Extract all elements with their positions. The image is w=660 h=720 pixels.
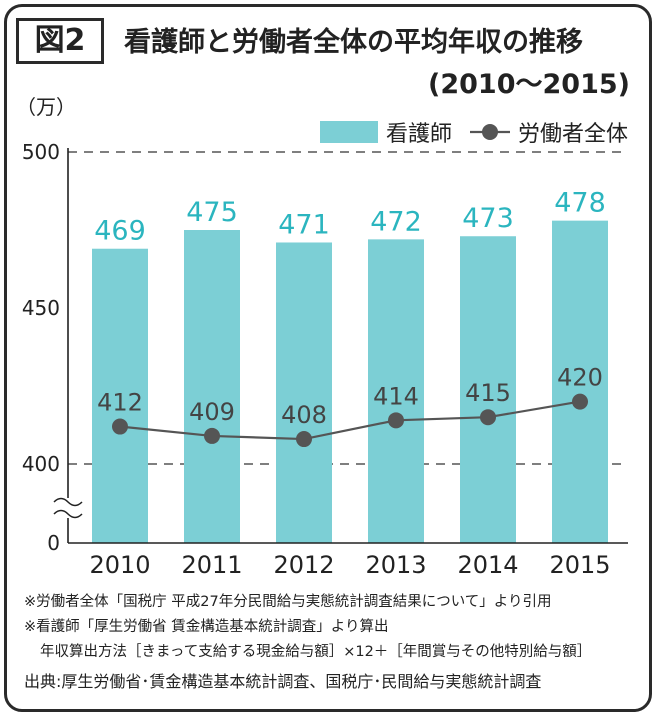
tick-labels: 500 450 400 0 2010 2011 2012 2013 2014 2015	[22, 140, 611, 579]
data-point	[572, 393, 588, 410]
line-series	[112, 393, 588, 448]
data-point	[388, 412, 404, 429]
y-tick-label: 450	[22, 296, 60, 320]
line-value-label: 409	[189, 398, 235, 426]
y-tick-label: 400	[22, 452, 60, 476]
line-value-label: 412	[97, 389, 143, 417]
axis-break-mark	[53, 509, 83, 519]
x-tick-label: 2013	[365, 551, 426, 579]
x-tick-label: 2011	[181, 551, 242, 579]
footnotes: ※労働者全体「国税庁 平成27年分民間給与実態統計調査結果について」より引用 ※…	[24, 590, 644, 697]
bar	[368, 239, 424, 544]
bar	[552, 220, 608, 543]
line-value-label: 414	[373, 382, 419, 410]
footnote: ※労働者全体「国税庁 平成27年分民間給与実態統計調査結果について」より引用	[24, 594, 552, 610]
x-tick-label: 2012	[273, 551, 334, 579]
y-tick-label: 0	[47, 531, 60, 555]
data-point	[112, 418, 128, 435]
line-value-label: 408	[281, 401, 327, 429]
x-tick-label: 2015	[549, 551, 610, 579]
legend-label: 看護師	[386, 122, 452, 147]
x-tick-label: 2014	[457, 551, 518, 579]
data-point	[296, 431, 312, 448]
bar-value-label: 475	[186, 197, 238, 228]
footnote: 年収算出方法［きまって支給する現金給与額］×12＋［年間賞与その他特別給与額］	[40, 644, 592, 660]
data-labels: 469 475 471 472 473 478 412 409 408 414 415 420	[94, 188, 606, 429]
bar-value-label: 473	[462, 203, 514, 234]
bar	[276, 242, 332, 544]
legend: 看護師 労働者全体	[320, 121, 628, 147]
bar-value-label: 471	[278, 209, 330, 240]
legend-label: 労働者全体	[518, 122, 628, 147]
bar-value-label: 472	[370, 206, 422, 237]
series-line	[119, 400, 581, 441]
legend-item: 労働者全体	[470, 122, 628, 147]
chart-canvas: （万） 看護師 労働者全体 469 475 471 472 473 478 412 409 408…	[16, 95, 628, 579]
line-value-label: 420	[557, 364, 603, 392]
axis-break-mark	[53, 497, 83, 507]
data-point	[480, 409, 496, 426]
legend-item: 看護師	[320, 121, 452, 147]
bar-series	[92, 220, 608, 544]
chart-title: 看護師と労働者全体の平均年収の推移	[124, 27, 583, 58]
legend-marker	[482, 124, 498, 140]
bar-value-label: 478	[554, 188, 606, 219]
bar	[184, 230, 240, 543]
source-note: 出典:厚生労働省･賃金構造基本統計調査、国税庁･民間給与実態統計調査	[24, 672, 542, 691]
gridlines	[68, 151, 628, 465]
axes	[53, 148, 628, 544]
legend-swatch	[320, 121, 378, 143]
footnote: ※看護師「厚生労働省 賃金構造基本統計調査」より算出	[24, 619, 389, 635]
data-point	[204, 427, 220, 444]
x-tick-label: 2010	[89, 551, 150, 579]
axis-break	[53, 497, 83, 519]
y-unit-label: （万）	[16, 95, 76, 119]
bar	[460, 236, 516, 544]
line-value-label: 415	[465, 379, 511, 407]
figure-label: 図2	[16, 18, 104, 64]
chart-subtitle: (2010～2015)	[428, 69, 630, 100]
y-tick-label: 500	[22, 140, 60, 164]
bar-value-label: 469	[94, 216, 146, 247]
bar	[92, 248, 148, 543]
